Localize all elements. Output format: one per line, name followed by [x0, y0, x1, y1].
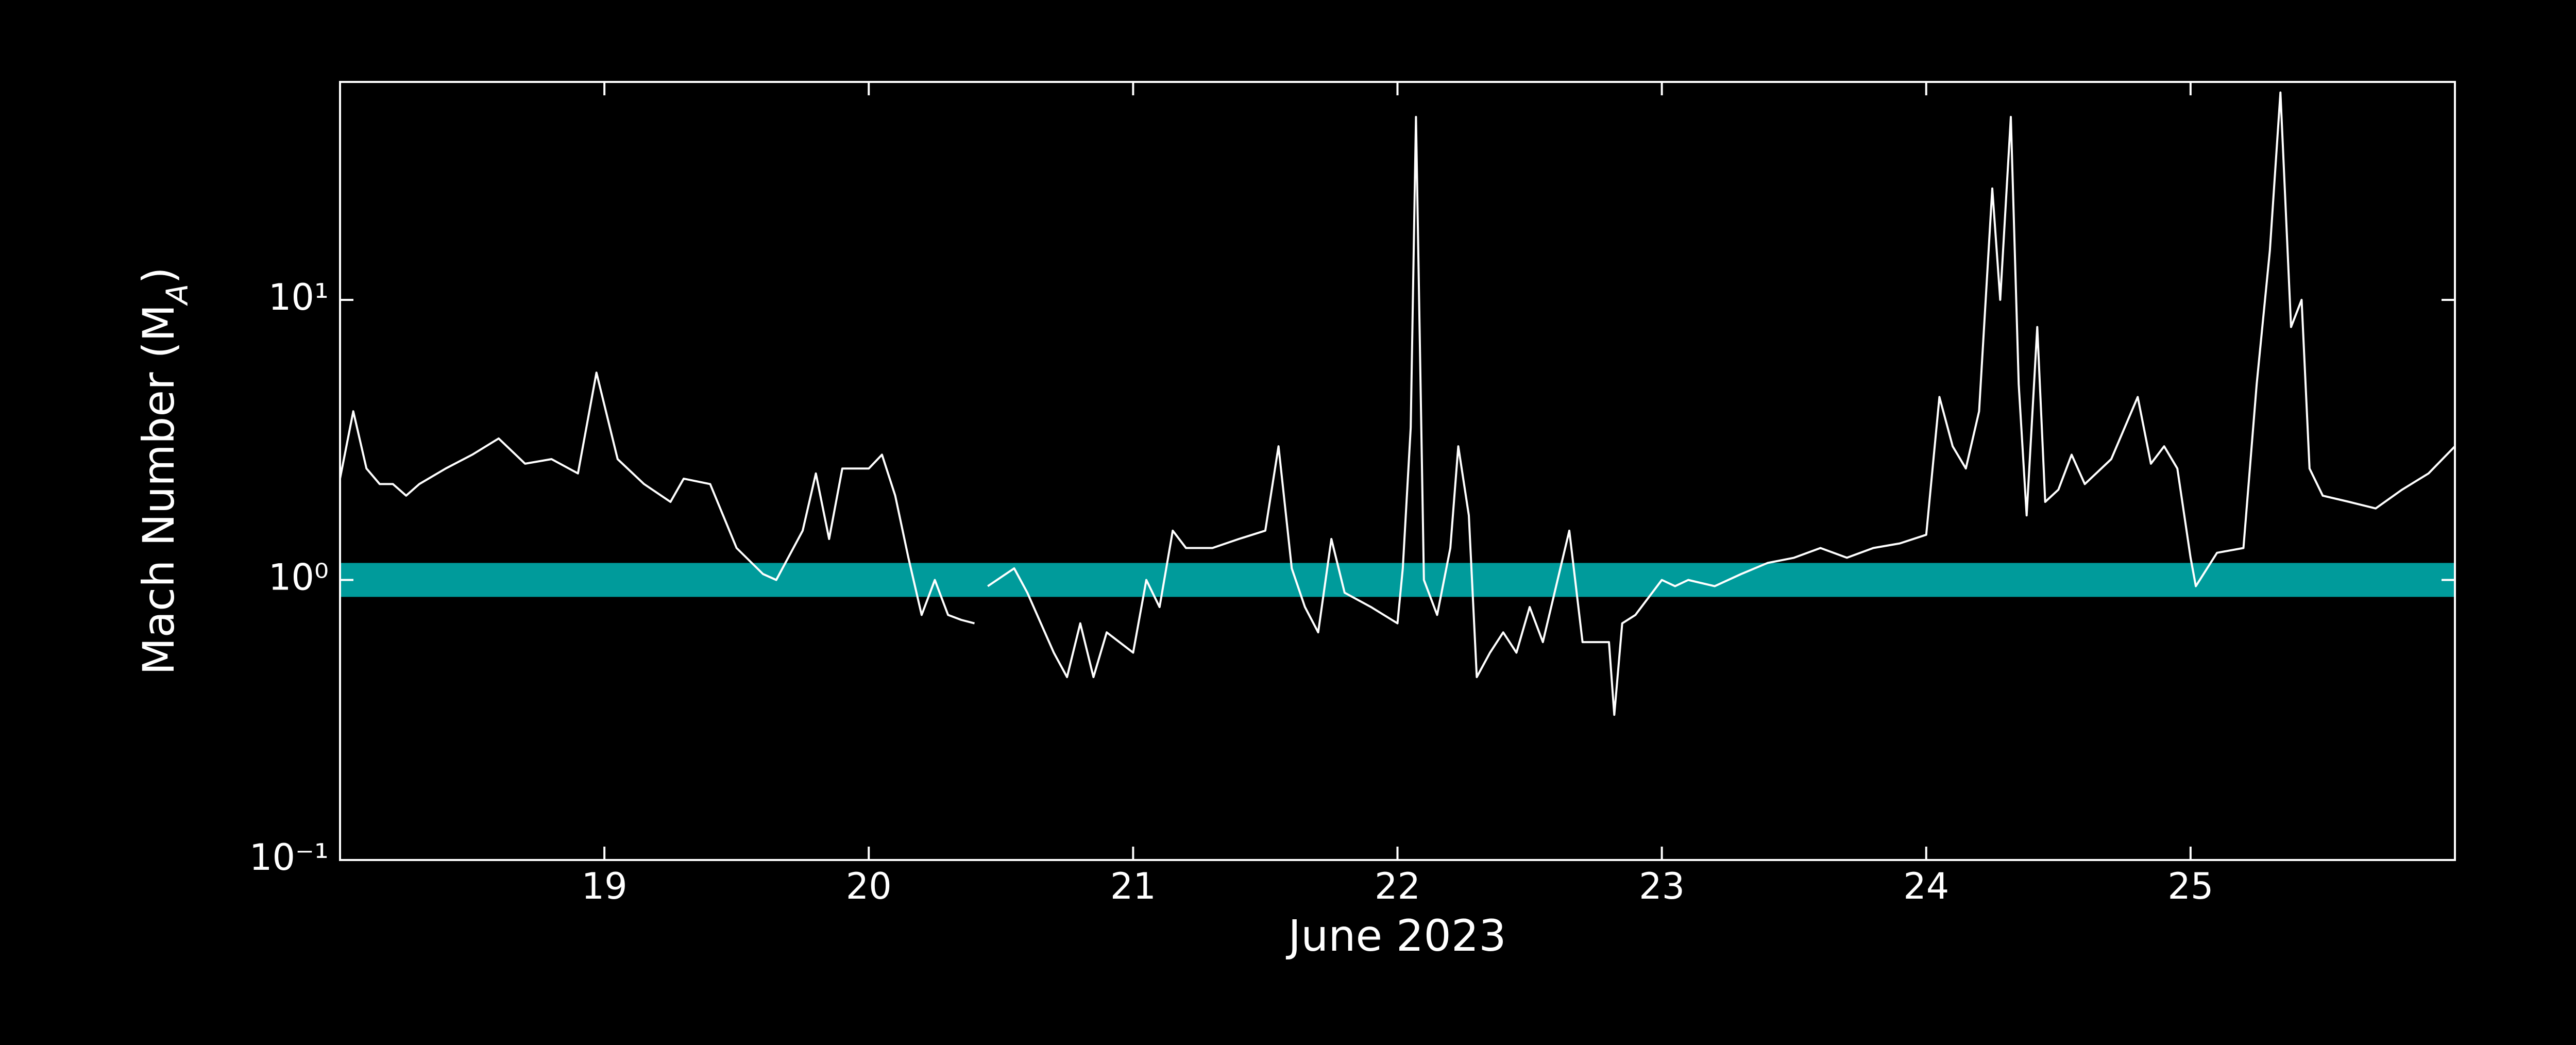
x-tick-label: 24 — [1903, 865, 1949, 907]
y-tick-label: 10⁰ — [268, 557, 329, 599]
x-axis-label: June 2023 — [1285, 911, 1506, 961]
y-axis-label-end: ) — [133, 267, 184, 284]
x-tick-label: 25 — [2167, 865, 2213, 907]
data-line — [339, 91, 2456, 716]
y-tick-label: 10¹ — [268, 276, 329, 318]
x-tick-label: 20 — [846, 865, 892, 907]
x-tick-label: 21 — [1110, 865, 1156, 907]
threshold-band — [340, 563, 2455, 597]
x-tick-label: 22 — [1375, 865, 1420, 907]
y-tick-label: 10⁻¹ — [249, 836, 329, 879]
x-tick-label: 19 — [582, 865, 628, 907]
y-axis-label-main: Mach Number (M — [133, 305, 184, 675]
y-axis-label: Mach Number (MA) — [133, 267, 195, 675]
y-axis-label-subscript: A — [160, 284, 195, 307]
x-tick-label: 23 — [1639, 865, 1685, 907]
